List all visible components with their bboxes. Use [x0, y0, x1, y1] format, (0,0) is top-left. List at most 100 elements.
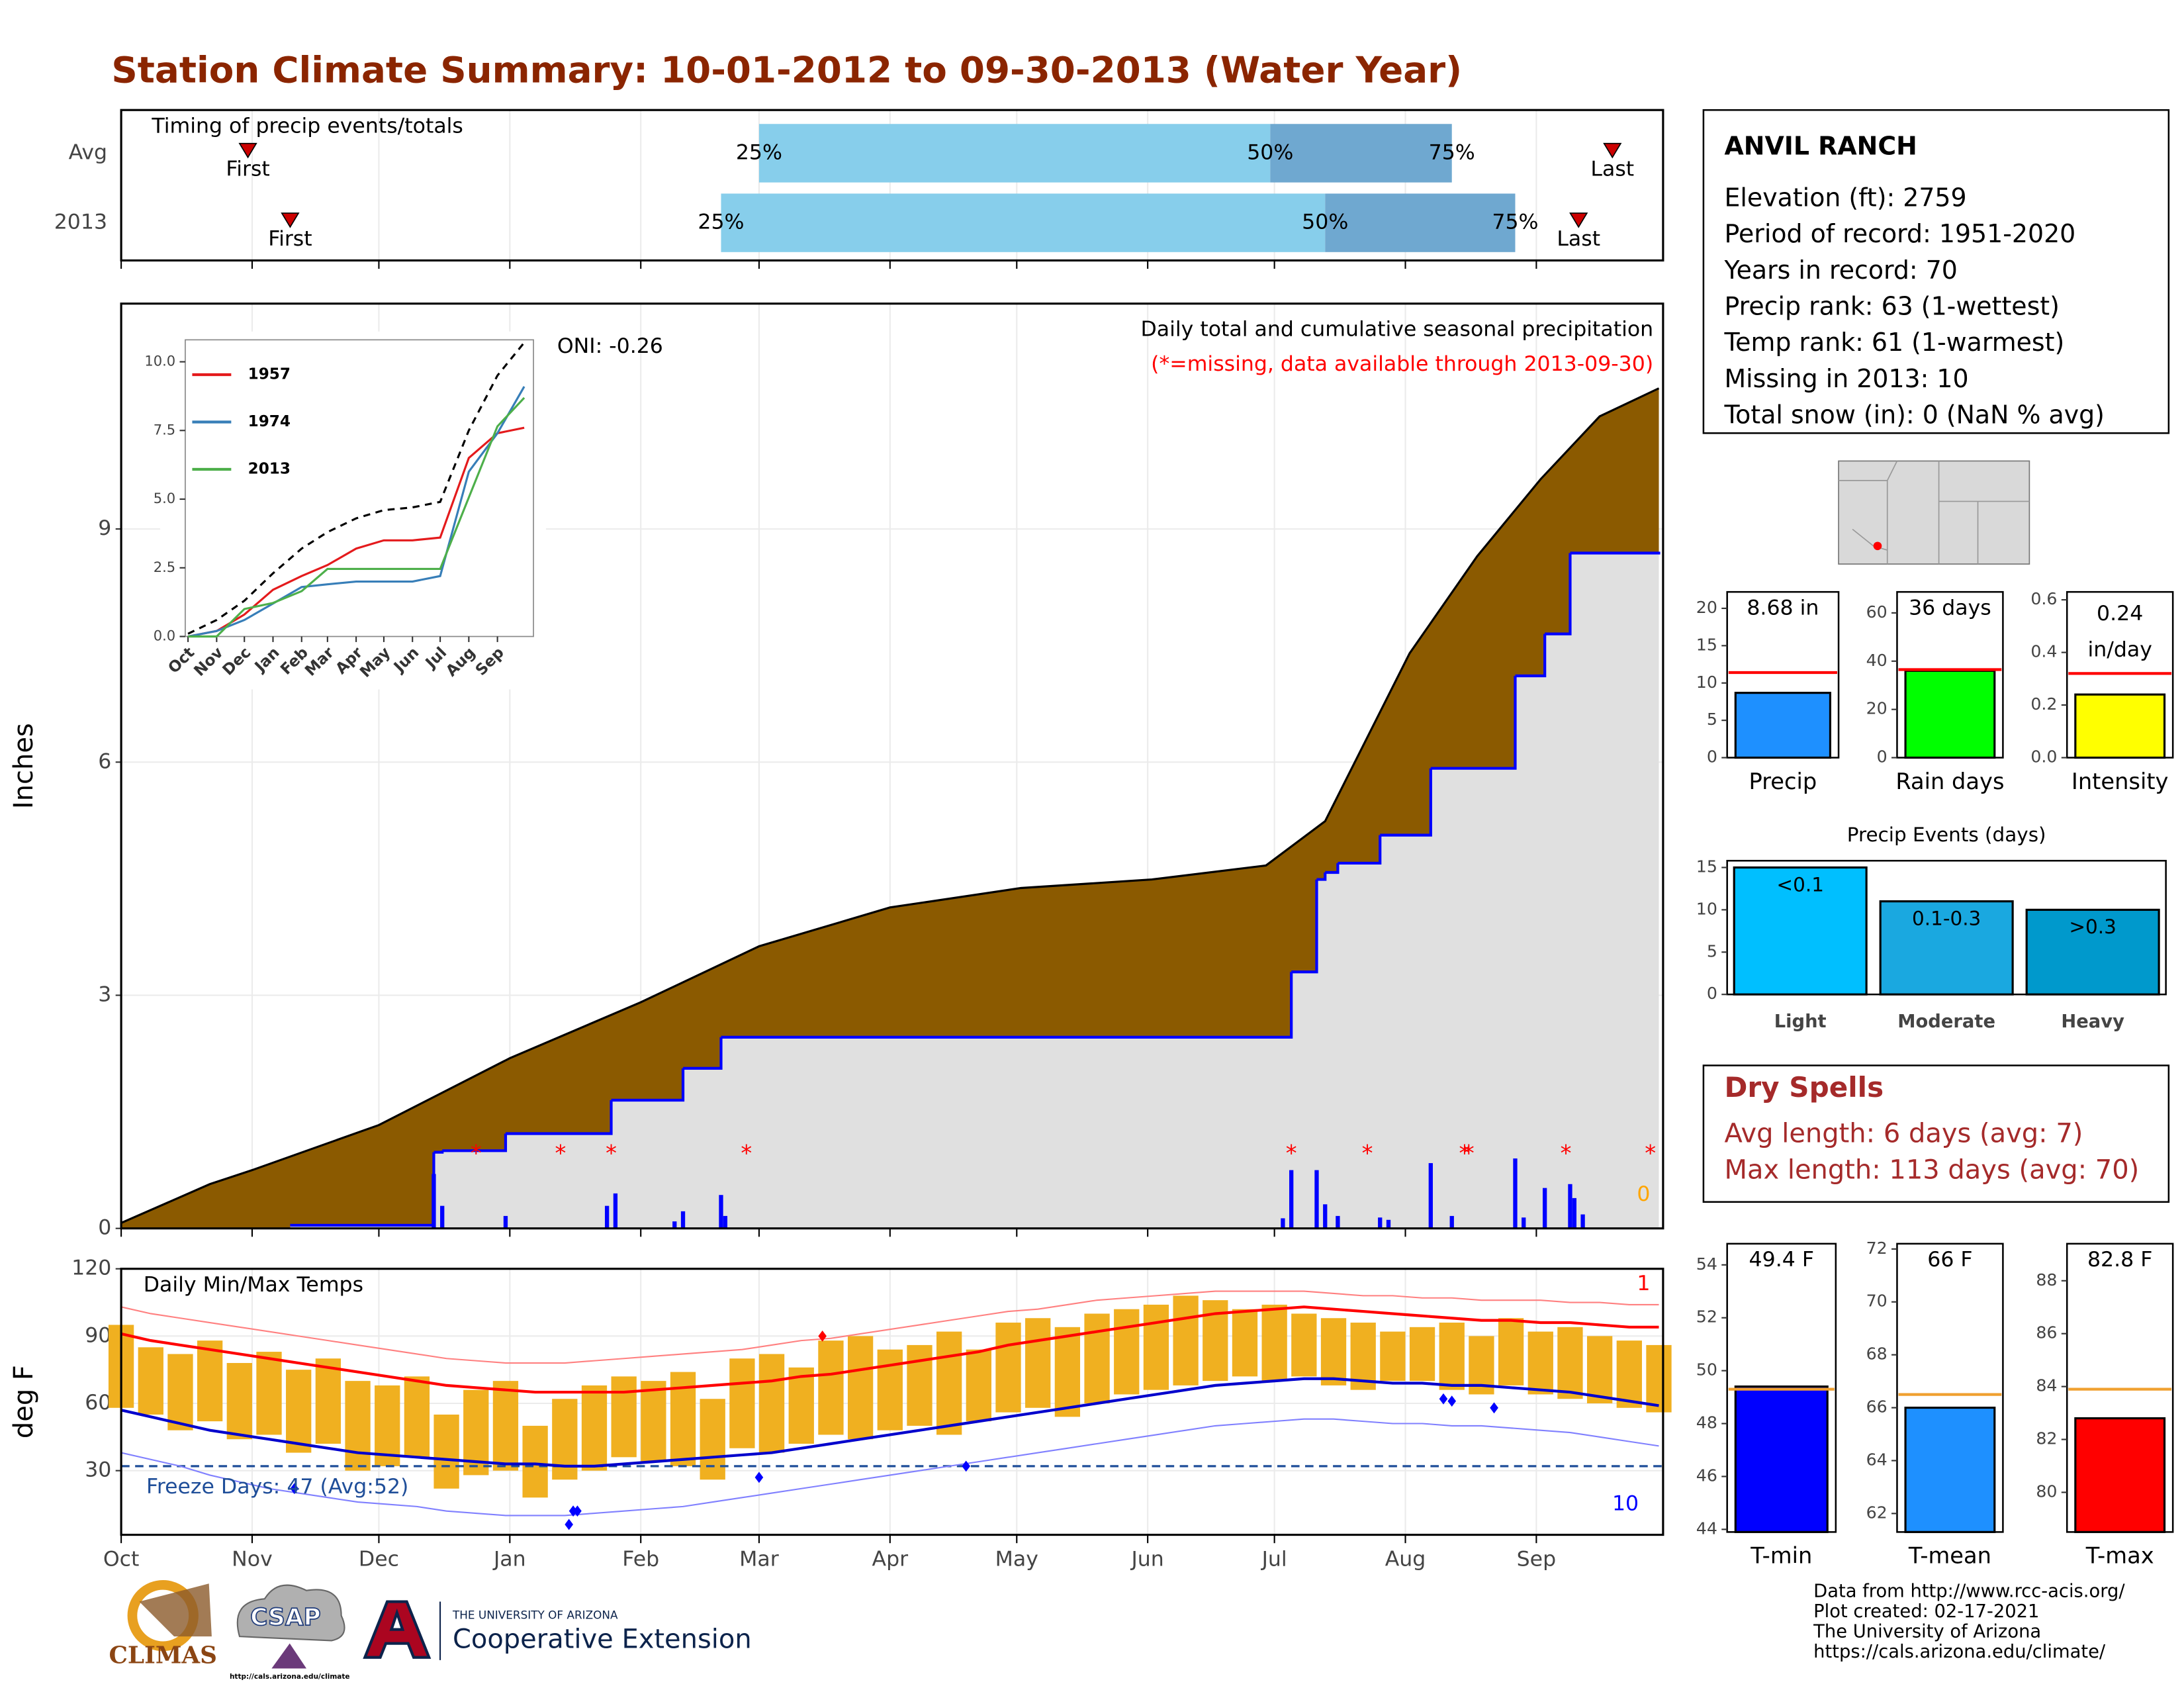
oni-annotation: ONI: -0.26 — [557, 334, 663, 358]
credit-line: Plot created: 02-17-2021 — [1813, 1601, 2039, 1622]
record-marker — [818, 1330, 827, 1342]
missing-marker: * — [471, 1141, 482, 1166]
x-tick-label: Jun — [1130, 1547, 1164, 1571]
y-tick-label: 10 — [1696, 899, 1717, 918]
value-label: 49.4 F — [1749, 1248, 1814, 1272]
x-tick-label: Jul — [1261, 1547, 1287, 1571]
y-axis-label: Inches — [9, 723, 39, 809]
locator-map — [1838, 460, 2030, 565]
observed-step — [683, 1037, 723, 1070]
daily-temp-bar — [995, 1323, 1021, 1413]
record-max-line — [120, 1290, 1659, 1364]
station-line: Years in record: 70 — [1723, 256, 1957, 285]
daily-temp-bar — [1498, 1318, 1524, 1385]
daily-temp-bar — [1350, 1323, 1376, 1390]
quartile-bar — [1325, 193, 1516, 252]
x-tick-label: Nov — [232, 1547, 273, 1571]
observed-step — [1325, 863, 1340, 874]
record-high-count: 1 — [1637, 1272, 1650, 1295]
observed-step — [611, 1068, 685, 1102]
timing-marker — [281, 212, 300, 228]
station-line: Missing in 2013: 10 — [1724, 364, 1968, 393]
y-tick-label: 30 — [85, 1458, 111, 1482]
climas-label: CLIMAS — [109, 1642, 217, 1669]
record-low-count: 10 — [1612, 1491, 1639, 1515]
quartile-bar — [758, 124, 1271, 183]
avg-max-line — [120, 1305, 1659, 1394]
daily-precip-bar — [1572, 1197, 1576, 1229]
daily-temp-bar — [1586, 1336, 1613, 1404]
bar — [1904, 669, 1996, 759]
record-marker — [1439, 1393, 1448, 1405]
y-tick-label: 46 — [1696, 1466, 1717, 1485]
percentile-label: 25% — [736, 140, 782, 164]
average-area — [121, 388, 1659, 1229]
daily-temp-bar — [315, 1358, 341, 1444]
missing-marker: * — [555, 1141, 567, 1166]
avg-min-line — [120, 1377, 1659, 1468]
observed-step — [1291, 879, 1318, 974]
csap-mountain — [271, 1643, 307, 1669]
credit-line: https://cals.arizona.edu/climate/ — [1813, 1642, 2106, 1662]
station-box — [1702, 109, 2170, 434]
series-line — [187, 386, 525, 638]
observed-step — [721, 972, 1293, 1039]
daily-temp-bar — [433, 1414, 459, 1489]
bin-label: <0.1 — [1776, 873, 1823, 896]
y-tick-label: 15 — [1696, 857, 1717, 876]
logos: CLIMAS CSAP http://cals.arizona.edu/clim… — [109, 1579, 752, 1681]
y-tick-label: 0 — [98, 1216, 111, 1240]
legend-label: 2013 — [248, 461, 291, 478]
timing-marker — [1569, 212, 1588, 228]
bar — [2074, 693, 2166, 759]
daily-precip-bar — [1323, 1204, 1328, 1229]
y-tick-label: 62 — [1866, 1503, 1888, 1522]
y-tick-label: 60 — [1866, 602, 1888, 622]
dry-spell-line: Avg length: 6 days (avg: 7) — [1724, 1119, 2083, 1149]
ua-top: THE UNIVERSITY OF ARIZONA — [452, 1609, 618, 1622]
station-line: Precip rank: 63 (1-wettest) — [1724, 291, 2059, 320]
category-label: Moderate — [1897, 1011, 1995, 1032]
daily-temp-bar — [1173, 1295, 1199, 1385]
daily-precip-bar — [503, 1215, 508, 1229]
average-line — [187, 342, 525, 635]
observed-step — [1316, 872, 1327, 881]
ua-emblem — [363, 1600, 432, 1659]
category-label: Precip — [1749, 769, 1817, 794]
daily-temp-bar — [758, 1354, 785, 1453]
y-tick-label: 60 — [85, 1391, 111, 1415]
daily-precip-bar — [680, 1211, 686, 1229]
daily-temp-bar — [375, 1385, 400, 1466]
daily-temp-bar — [788, 1367, 814, 1444]
daily-precip-bar — [1378, 1217, 1383, 1229]
record-marker — [573, 1505, 582, 1517]
station-lines: Elevation (ft): 2759 Period of record: 19… — [1723, 183, 2104, 429]
daily-temp-bar — [197, 1340, 223, 1422]
freeze-label: Freeze Days: 47 (Avg:52) — [146, 1475, 408, 1499]
station-line: Period of record: 1951-2020 — [1724, 219, 2075, 248]
daily-temp-bar — [847, 1336, 874, 1440]
legend-label: 1974 — [248, 413, 291, 430]
y-tick-label: 2013 — [54, 211, 107, 234]
x-tick-label: Aug — [1385, 1547, 1426, 1571]
category-label: Intensity — [2071, 769, 2169, 794]
csap-cloud — [236, 1584, 345, 1642]
y-tick-label: 40 — [1866, 651, 1888, 670]
daily-temp-bar — [877, 1349, 903, 1430]
dry-spells-box — [1702, 1064, 2170, 1203]
missing-marker: * — [741, 1141, 752, 1166]
y-tick-label: 6 — [98, 749, 111, 773]
daily-temp-bar — [226, 1363, 252, 1440]
y-tick-label: 5 — [1707, 941, 1717, 961]
daily-precip-bar — [432, 1174, 436, 1229]
timing-label: Last — [1590, 158, 1634, 181]
panel-title: Daily Min/Max Temps — [144, 1273, 363, 1297]
y-tick-label: 88 — [2036, 1270, 2057, 1289]
value-label: 8.68 in — [1747, 596, 1819, 620]
bin-label: 0.1-0.3 — [1912, 907, 1981, 929]
percentile-label: 75% — [1492, 211, 1538, 234]
missing-marker: * — [606, 1141, 617, 1166]
ua-main: Cooperative Extension — [453, 1624, 752, 1654]
